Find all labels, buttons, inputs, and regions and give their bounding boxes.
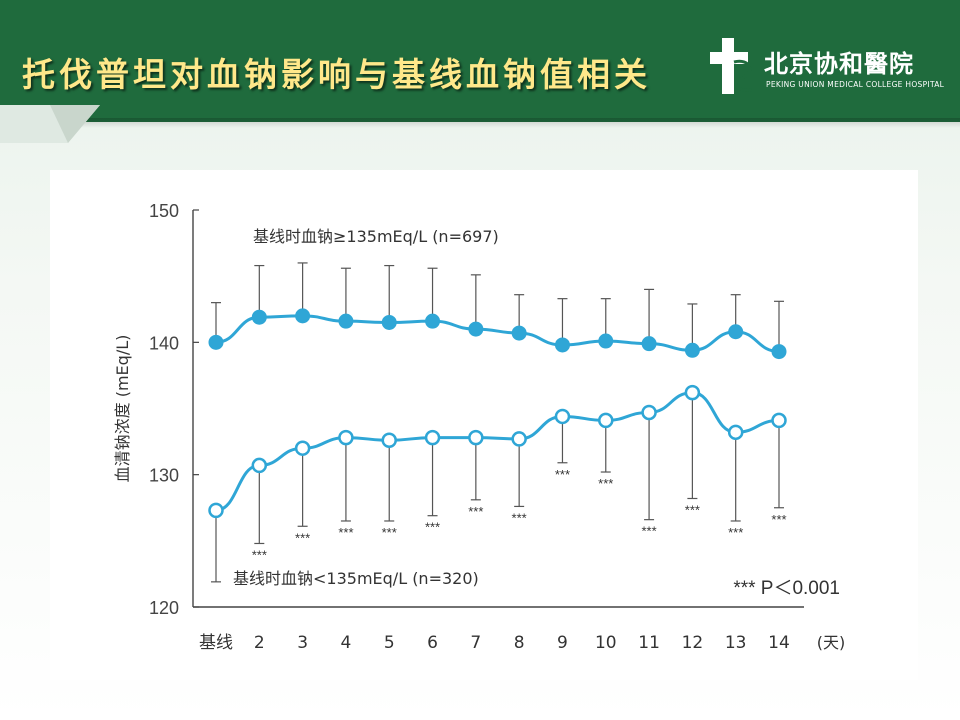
x-axis-unit: (天)	[817, 633, 846, 652]
x-tick-label: 基线	[199, 633, 233, 653]
lower-series-point	[598, 412, 614, 429]
y-tick-label: 130	[149, 466, 179, 486]
lower-series-point	[381, 432, 397, 449]
lower-series-point	[771, 412, 787, 429]
x-tick-label: 8	[514, 633, 525, 653]
significance-marker: ***	[685, 502, 700, 517]
lower-series-point	[338, 429, 354, 446]
significance-marker: ***	[252, 547, 267, 562]
y-tick-label: 120	[149, 598, 179, 618]
x-tick-label: 4	[341, 633, 352, 653]
lower-series-point	[294, 440, 311, 456]
x-tick-label: 6	[427, 633, 438, 653]
lower-series-point	[251, 457, 268, 474]
lower-series-point	[468, 429, 484, 446]
upper-series-point	[554, 337, 570, 353]
serum-sodium-line-chart: 120 130 140 150 血清钠浓度 (mEq/L) 基线 2 3 4 5 6 7 8 9 10 11 1…	[113, 201, 846, 653]
significance-marker: ***	[295, 530, 310, 545]
upper-series-point	[381, 314, 397, 330]
x-tick-label: 5	[384, 633, 395, 653]
x-tick-label: 11	[638, 633, 660, 653]
upper-series-point	[771, 344, 787, 360]
significance-marker: ***	[728, 525, 743, 540]
lower-series-point	[511, 431, 527, 447]
lower-series-point	[208, 502, 224, 519]
lower-series-point	[684, 384, 701, 401]
upper-series-point	[251, 309, 267, 325]
upper-series-point	[295, 308, 311, 324]
x-tick-label: 3	[297, 633, 308, 653]
upper-series-point	[208, 334, 224, 350]
upper-series-point	[425, 313, 441, 329]
hospital-logo: 北京协和醫院 PEKING UNION MEDICAL COLLEGE HOSP…	[700, 30, 944, 110]
lower-series-point	[641, 404, 657, 421]
banner-shadow	[0, 118, 960, 128]
upper-series-point	[641, 336, 657, 352]
y-tick-label: 150	[149, 201, 179, 221]
x-tick-label: 14	[768, 633, 790, 653]
significance-marker: ***	[382, 525, 397, 540]
title-banner	[0, 0, 960, 122]
significance-marker: ***	[555, 467, 570, 482]
upper-series-point	[684, 342, 700, 358]
lower-series-point	[727, 424, 744, 441]
upper-series-point	[511, 325, 527, 341]
lower-series-point	[424, 429, 441, 446]
upper-series-point	[338, 313, 354, 329]
significance-marker: ***	[338, 525, 353, 540]
significance-marker: ***	[771, 512, 786, 527]
chart-panel: 120 130 140 150 血清钠浓度 (mEq/L) 基线 2 3 4 5 6 7 8 9 10 11 1…	[50, 170, 918, 680]
p-value-note: *** P＜0.001	[733, 578, 840, 599]
significance-marker: ***	[598, 476, 613, 491]
significance-marker: ***	[512, 510, 527, 525]
y-axis-title: 血清钠浓度 (mEq/L)	[113, 335, 132, 483]
y-tick-label: 140	[149, 333, 179, 353]
x-tick-label: 2	[254, 633, 265, 653]
significance-marker: ***	[641, 524, 656, 539]
banner-tab-decoration	[0, 105, 100, 143]
lower-series-annotation: 基线时血钠<135mEq/L (n=320)	[233, 569, 479, 588]
x-tick-label: 7	[470, 633, 481, 653]
upper-series-point	[468, 321, 484, 337]
x-tick-label: 10	[595, 633, 617, 653]
slide-title: 托伐普坦对血钠影响与基线血钠值相关	[22, 55, 651, 94]
hospital-name: 北京协和醫院	[764, 49, 914, 78]
x-tick-label: 13	[725, 633, 747, 653]
x-tick-label: 12	[682, 633, 704, 653]
lower-series-point	[554, 408, 571, 425]
upper-series-point	[728, 324, 744, 340]
pumch-emblem-icon	[710, 38, 753, 94]
x-tick-label: 9	[557, 633, 568, 653]
significance-marker: ***	[468, 504, 483, 519]
upper-series-point	[598, 333, 614, 349]
significance-marker: ***	[425, 520, 440, 535]
hospital-name-english: PEKING UNION MEDICAL COLLEGE HOSPITAL	[766, 80, 945, 89]
upper-series-annotation: 基线时血钠≥135mEq/L (n=697)	[253, 227, 499, 246]
